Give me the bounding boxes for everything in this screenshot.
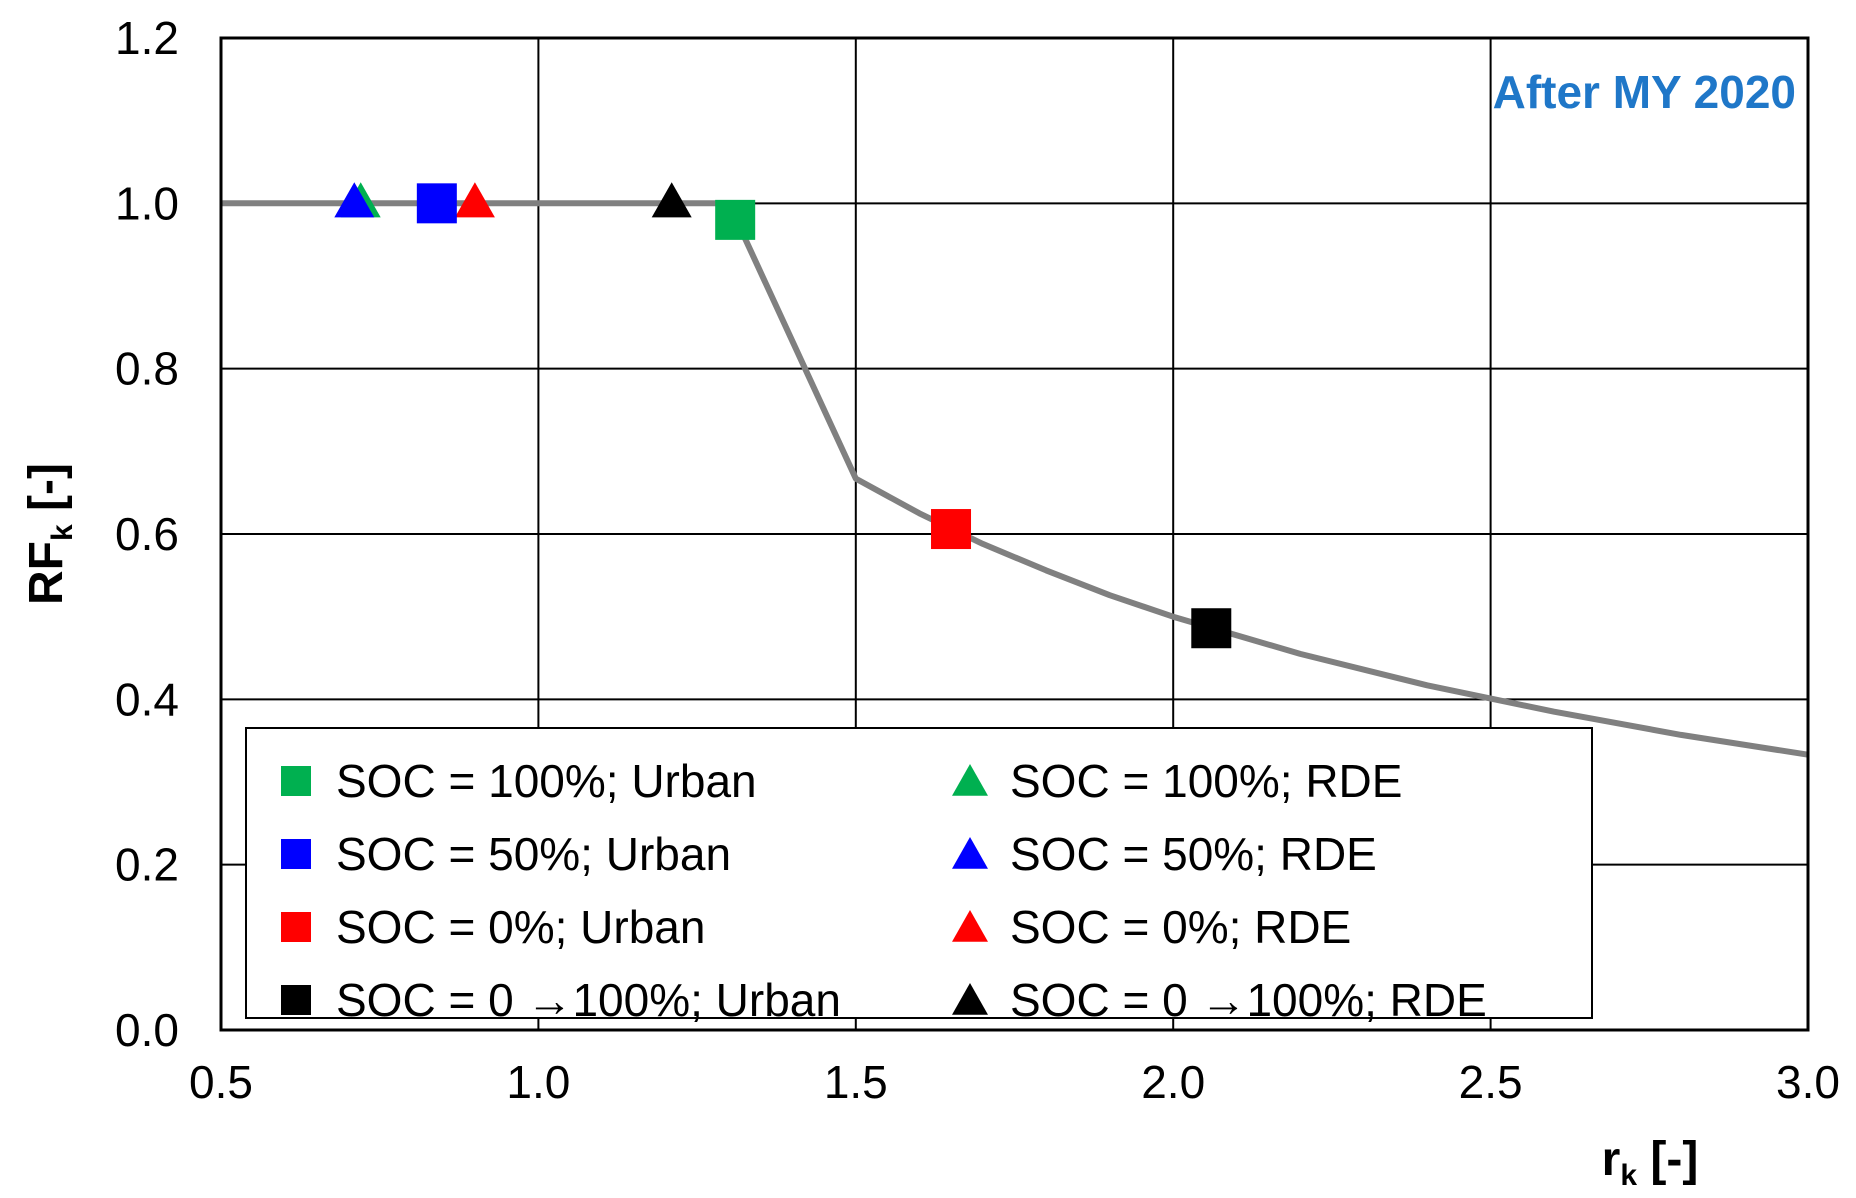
x-tick-label: 3.0: [1776, 1056, 1840, 1108]
legend-marker-triangle: [952, 764, 988, 796]
legend-marker-square: [281, 766, 311, 796]
legend: SOC = 100%; Urban SOC = 100%; RDE SOC = 50…: [245, 727, 1593, 1026]
x-axis-title-suffix: [-]: [1637, 1133, 1698, 1186]
data-point-triangle: [334, 182, 375, 218]
y-tick-label: 0.0: [115, 1004, 179, 1056]
y-tick-label: 1.2: [115, 12, 179, 64]
x-axis-title-subscript: k: [1620, 1159, 1637, 1192]
y-axis-title-main: RF: [20, 541, 73, 605]
x-tick-label: 1.5: [824, 1056, 888, 1108]
data-markers: [334, 182, 1232, 649]
legend-label: SOC = 0 →100%; RDE: [1010, 974, 1487, 1026]
y-tick-label: 1.0: [115, 177, 179, 229]
y-axis-title-subscript: k: [46, 524, 79, 541]
legend-label: SOC = 0 →100%; Urban: [336, 974, 841, 1026]
plot-frame: [219, 36, 1810, 1032]
data-point-triangle: [454, 182, 495, 218]
annotation-text: After MY 2020: [1493, 66, 1796, 118]
legend-label: SOC = 0%; RDE: [1010, 901, 1351, 953]
legend-label: SOC = 100%; Urban: [336, 755, 757, 807]
data-point-square: [1191, 608, 1232, 649]
legend-label: SOC = 100%; RDE: [1010, 755, 1402, 807]
x-axis-title: rk [-]: [1602, 1133, 1699, 1192]
legend-box: [245, 727, 1593, 1019]
x-tick-labels: 0.5 1.0 1.5 2.0 2.5 3.0: [189, 1056, 1840, 1108]
x-tick-label: 2.5: [1459, 1056, 1523, 1108]
y-tick-labels: 0.0 0.2 0.4 0.6 0.8 1.0 1.2: [115, 12, 179, 1056]
legend-marker-triangle: [952, 983, 988, 1015]
legend-marker-square: [281, 985, 311, 1015]
y-axis-title-suffix: [-]: [20, 463, 73, 524]
legend-marker-triangle: [952, 910, 988, 942]
y-tick-label: 0.6: [115, 508, 179, 560]
y-tick-label: 0.8: [115, 343, 179, 395]
x-tick-label: 0.5: [189, 1056, 253, 1108]
x-tick-label: 1.0: [506, 1056, 570, 1108]
legend-label: SOC = 50%; RDE: [1010, 828, 1377, 880]
data-point-square: [715, 199, 756, 240]
data-point-square: [416, 183, 457, 224]
rf-curve-line: [221, 200, 1809, 758]
data-point-square: [931, 509, 972, 550]
legend-marker-triangle: [952, 837, 988, 869]
legend-marker-square: [281, 912, 311, 942]
legend-label: SOC = 50%; Urban: [336, 828, 731, 880]
legend-marker-square: [281, 839, 311, 869]
data-point-triangle: [651, 182, 692, 218]
y-tick-label: 0.2: [115, 839, 179, 891]
legend-label: SOC = 0%; Urban: [336, 901, 705, 953]
y-tick-label: 0.4: [115, 673, 179, 725]
x-tick-label: 2.0: [1141, 1056, 1205, 1108]
y-axis-title: RFk [-]: [20, 463, 79, 605]
curve-layer: [221, 200, 1809, 758]
x-axis-title-main: r: [1602, 1133, 1621, 1186]
